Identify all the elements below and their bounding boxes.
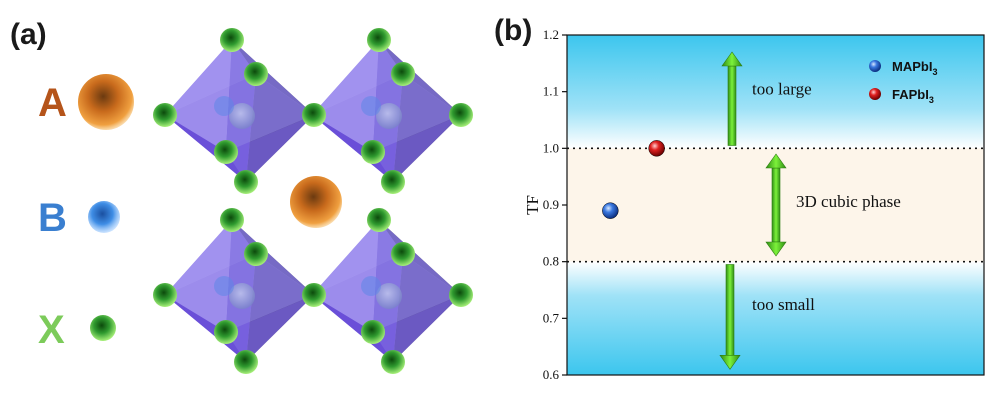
legend-ball-b xyxy=(88,201,120,233)
data-points xyxy=(602,140,665,219)
x-anion xyxy=(391,62,415,86)
y-axis-title: TF xyxy=(523,195,542,215)
octahedron-1 xyxy=(165,40,314,182)
legend-label-1: MAPbI3 xyxy=(892,59,937,77)
y-tick-label: 0.9 xyxy=(543,197,559,212)
arrow-too-small xyxy=(719,264,741,370)
legend-label-2: FAPbI3 xyxy=(892,87,934,105)
x-anion xyxy=(367,208,391,232)
octahedron-3 xyxy=(165,220,314,362)
y-tick-label: 0.7 xyxy=(543,310,560,325)
x-anion xyxy=(220,28,244,52)
a-site-cation xyxy=(290,176,342,228)
x-anion xyxy=(214,320,238,344)
b-site-cation xyxy=(229,283,255,309)
legend-marker-2 xyxy=(869,88,881,100)
legend-letter-x: X xyxy=(38,308,65,352)
region-too-large-band xyxy=(567,35,984,149)
octahedron-2 xyxy=(312,40,461,182)
region-too-small-band xyxy=(567,261,984,375)
y-tick-label: 1.1 xyxy=(543,84,559,99)
y-tick-label: 1.0 xyxy=(543,140,559,155)
region-arrows xyxy=(719,51,787,370)
arrow-stable xyxy=(765,153,787,257)
annotation-too-large: too large xyxy=(752,80,812,99)
x-anion xyxy=(302,103,326,127)
x-anions xyxy=(153,28,473,374)
x-anion xyxy=(361,320,385,344)
x-anion xyxy=(153,103,177,127)
b-site-cation xyxy=(229,103,255,129)
panel-b: (b) too large 3D cubic phase too small MAP… xyxy=(494,14,985,382)
legend-marker-1 xyxy=(869,60,881,72)
x-anion xyxy=(449,283,473,307)
panel-b-label: (b) xyxy=(494,14,532,47)
octahedron-4 xyxy=(312,220,461,362)
point-mapbi3 xyxy=(602,202,619,219)
region-annotations: too large 3D cubic phase too small xyxy=(752,80,901,314)
legend-ball-a xyxy=(78,74,134,130)
arrow-too-large xyxy=(721,51,743,146)
annotation-stable: 3D cubic phase xyxy=(796,192,901,211)
x-anion xyxy=(234,170,258,194)
legend-a: A B X xyxy=(38,74,134,352)
b-site-cation xyxy=(376,283,402,309)
x-anion xyxy=(244,242,268,266)
x-anion xyxy=(381,170,405,194)
x-anion xyxy=(153,283,177,307)
legend-letter-b: B xyxy=(38,196,67,240)
x-anion xyxy=(214,140,238,164)
x-anion xyxy=(381,350,405,374)
legend-ball-x xyxy=(90,315,116,341)
x-anion xyxy=(391,242,415,266)
x-anion xyxy=(449,103,473,127)
x-anion xyxy=(220,208,244,232)
y-tick-label: 0.6 xyxy=(543,367,560,382)
x-anion xyxy=(302,283,326,307)
panel-a: (a) A B X xyxy=(10,18,473,374)
x-anion xyxy=(234,350,258,374)
x-anion xyxy=(361,140,385,164)
y-tick-label: 0.8 xyxy=(543,254,559,269)
x-anion xyxy=(244,62,268,86)
legend-letter-a: A xyxy=(38,81,67,125)
annotation-too-small: too small xyxy=(752,295,815,314)
y-tick-label: 1.2 xyxy=(543,27,559,42)
b-site-cation xyxy=(376,103,402,129)
legend-b: MAPbI3 FAPbI3 xyxy=(869,59,937,105)
x-anion xyxy=(367,28,391,52)
panel-a-label: (a) xyxy=(10,18,47,51)
plot-axes: 0.6 0.7 0.8 0.9 1.0 1.1 1.2 xyxy=(543,27,985,382)
point-fapbi3 xyxy=(648,140,665,157)
